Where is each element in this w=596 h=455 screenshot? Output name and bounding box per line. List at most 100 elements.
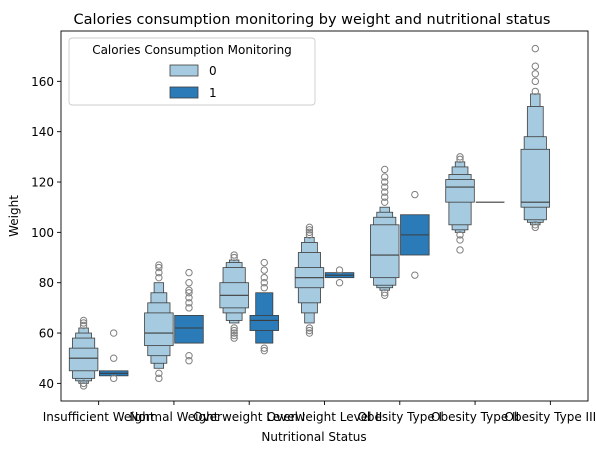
y-axis: 40 60 80 100 120 140 160 bbox=[31, 75, 61, 391]
boxen-0-2 bbox=[219, 251, 249, 342]
boxen-0-5 bbox=[445, 153, 475, 254]
outlier-point bbox=[230, 329, 238, 337]
boxen-level bbox=[520, 148, 551, 208]
outlier-point bbox=[411, 271, 419, 279]
legend-title: Calories Consumption Monitoring bbox=[92, 43, 292, 57]
x-axis-label: Nutritional Status bbox=[261, 430, 366, 444]
y-tick-label: 140 bbox=[31, 125, 54, 139]
outlier-point bbox=[185, 279, 193, 287]
y-tick-label: 60 bbox=[39, 327, 54, 341]
outlier-point bbox=[185, 268, 193, 277]
legend: Calories Consumption Monitoring 0 1 bbox=[68, 37, 316, 106]
outlier-point bbox=[155, 369, 163, 378]
outlier-point bbox=[531, 87, 539, 96]
outlier-point bbox=[185, 351, 193, 360]
outlier-point bbox=[185, 357, 193, 365]
outlier-point bbox=[185, 304, 193, 312]
outlier-point bbox=[305, 326, 314, 335]
outlier-point bbox=[260, 273, 268, 282]
x-tick-label: Obesity Type II bbox=[431, 410, 519, 424]
x-tick-label: Insufficient Weight bbox=[43, 410, 155, 424]
outlier-point bbox=[381, 289, 389, 297]
outlier-point bbox=[381, 178, 389, 186]
outlier-point bbox=[381, 193, 389, 201]
x-tick-label: Obesity Type III bbox=[505, 410, 596, 424]
outlier-point bbox=[305, 223, 314, 232]
boxen-1-2 bbox=[249, 258, 279, 355]
y-tick-label: 160 bbox=[31, 75, 54, 89]
outlier-point bbox=[456, 236, 464, 244]
outlier-point bbox=[155, 374, 163, 383]
outlier-point bbox=[230, 251, 238, 259]
outlier-point bbox=[381, 165, 389, 174]
outlier-point bbox=[260, 258, 268, 267]
x-tick-label: Obesity Type I bbox=[357, 410, 442, 424]
outlier-point bbox=[185, 294, 193, 302]
outlier-point bbox=[260, 266, 268, 274]
outlier-point bbox=[79, 316, 88, 325]
outlier-point bbox=[305, 329, 314, 337]
outlier-point bbox=[456, 246, 464, 254]
legend-label-0: 0 bbox=[209, 64, 217, 78]
boxen-level bbox=[249, 315, 279, 331]
outlier-point bbox=[456, 153, 464, 161]
boxen-level bbox=[174, 315, 204, 344]
chart-marks bbox=[68, 44, 551, 390]
outlier-point bbox=[381, 188, 389, 196]
boxen-0-0 bbox=[68, 316, 99, 390]
outlier-point bbox=[230, 253, 238, 262]
outlier-point bbox=[79, 379, 88, 388]
outlier-point bbox=[260, 284, 268, 292]
x-tick-label: Overweight Level II bbox=[267, 410, 383, 424]
outlier-point bbox=[305, 228, 314, 237]
outlier-point bbox=[531, 221, 539, 229]
outlier-point bbox=[381, 173, 389, 181]
outlier-point bbox=[155, 268, 163, 277]
boxen-1-4 bbox=[400, 190, 430, 279]
outlier-point bbox=[79, 321, 88, 330]
y-axis-label: Weight bbox=[7, 195, 21, 237]
chart-title: Calories consumption monitoring by weigh… bbox=[74, 12, 551, 28]
outlier-point bbox=[185, 289, 193, 297]
outlier-point bbox=[230, 324, 238, 332]
boxen-level bbox=[445, 179, 475, 203]
outlier-point bbox=[155, 273, 163, 282]
boxen-1-0 bbox=[98, 329, 129, 383]
y-tick-label: 40 bbox=[39, 377, 54, 391]
outlier-point bbox=[456, 231, 464, 239]
outlier-point bbox=[260, 344, 268, 352]
boxen-level bbox=[144, 312, 174, 347]
legend-swatch-0 bbox=[169, 64, 199, 77]
outlier-point bbox=[531, 70, 539, 78]
outlier-point bbox=[230, 326, 238, 335]
outlier-point bbox=[335, 266, 344, 274]
x-tick-label: Overweight Level I bbox=[193, 410, 305, 424]
outlier-point bbox=[411, 190, 419, 199]
y-tick-label: 100 bbox=[31, 226, 54, 240]
outlier-point bbox=[305, 324, 314, 332]
outlier-point bbox=[79, 319, 88, 327]
outlier-point bbox=[531, 223, 539, 232]
outlier-point bbox=[110, 374, 118, 383]
boxen-level bbox=[370, 224, 400, 279]
outlier-point bbox=[155, 263, 163, 272]
outlier-point bbox=[110, 354, 118, 362]
boxen-0-4 bbox=[370, 165, 400, 299]
outlier-point bbox=[230, 331, 238, 340]
outlier-point bbox=[335, 279, 344, 287]
outlier-point bbox=[531, 77, 539, 86]
y-tick-label: 80 bbox=[39, 276, 54, 290]
outlier-point bbox=[260, 346, 268, 355]
legend-swatch-1 bbox=[169, 86, 199, 99]
boxen-level bbox=[68, 347, 99, 372]
outlier-point bbox=[531, 62, 539, 70]
outlier-point bbox=[260, 279, 268, 287]
outlier-point bbox=[110, 329, 118, 337]
outlier-point bbox=[185, 286, 193, 294]
x-tick-label: Normal Weight bbox=[129, 410, 218, 424]
outlier-point bbox=[230, 334, 238, 342]
boxen-0-3 bbox=[294, 223, 325, 337]
boxen-0-1 bbox=[144, 261, 174, 383]
